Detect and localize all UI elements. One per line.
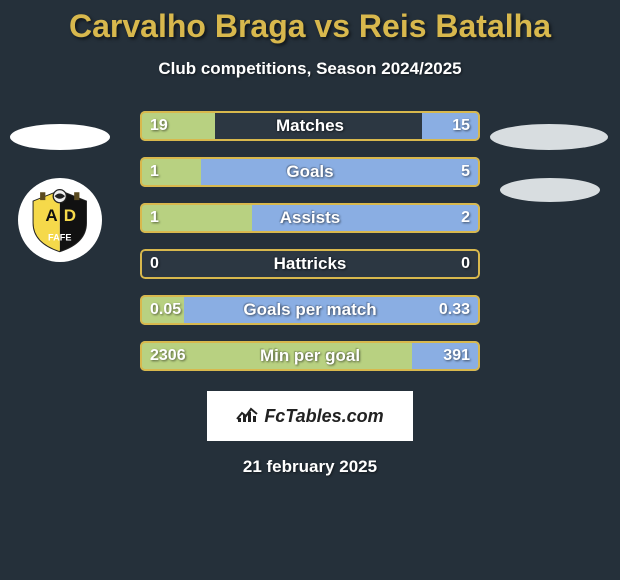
comparison-infographic: Carvalho Braga vs Reis Batalha Club comp…: [0, 0, 620, 580]
stats-bars: 1915Matches 15Goals 12Assists 00Hattricks 0.…: [140, 111, 480, 371]
stat-label: Assists: [140, 203, 480, 233]
stat-label: Min per goal: [140, 341, 480, 371]
svg-text:D: D: [64, 206, 76, 225]
page-title: Carvalho Braga vs Reis Batalha: [0, 0, 620, 45]
date-label: 21 february 2025: [0, 457, 620, 477]
stat-label: Matches: [140, 111, 480, 141]
watermark: FcTables.com: [207, 391, 413, 441]
stat-row: 15Goals: [140, 157, 480, 187]
stat-label: Hattricks: [140, 249, 480, 279]
left-player-oval: [10, 124, 110, 150]
watermark-text: FcTables.com: [264, 406, 383, 427]
stat-row: 00Hattricks: [140, 249, 480, 279]
chart-icon: [236, 405, 258, 428]
shield-icon: A D FAFE: [27, 187, 93, 253]
right-player-oval-1: [490, 124, 608, 150]
stat-row: 0.050.33Goals per match: [140, 295, 480, 325]
stat-label: Goals: [140, 157, 480, 187]
stat-row: 12Assists: [140, 203, 480, 233]
svg-text:A: A: [46, 206, 58, 225]
stat-row: 2306391Min per goal: [140, 341, 480, 371]
stat-label: Goals per match: [140, 295, 480, 325]
right-player-oval-2: [500, 178, 600, 202]
subtitle: Club competitions, Season 2024/2025: [0, 59, 620, 79]
left-club-badge: A D FAFE: [18, 178, 102, 262]
svg-text:FAFE: FAFE: [48, 233, 71, 243]
stat-row: 1915Matches: [140, 111, 480, 141]
